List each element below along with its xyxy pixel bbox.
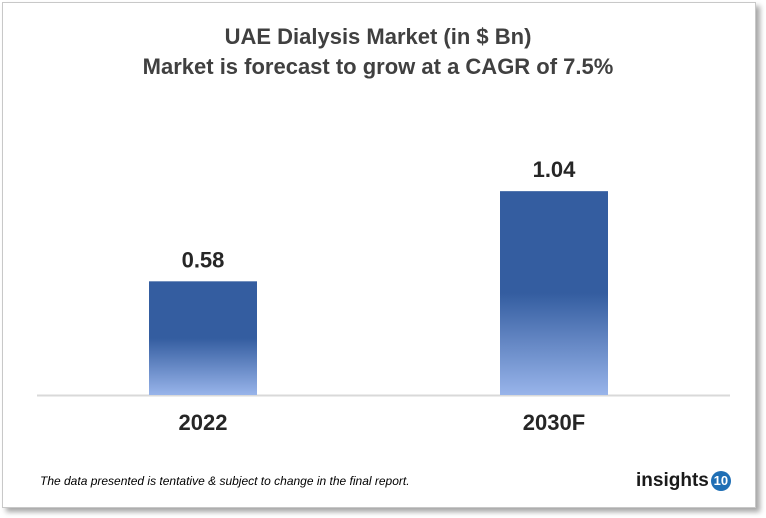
chart-subtitle: Market is forecast to grow at a CAGR of … xyxy=(142,54,614,79)
x-tick-label: 2022 xyxy=(179,410,228,435)
logo-text: insights xyxy=(636,470,709,491)
data-label: 1.04 xyxy=(533,157,577,182)
chart-title: UAE Dialysis Market (in $ Bn) xyxy=(224,24,532,49)
x-tick-label: 2030F xyxy=(523,410,585,435)
insights10-logo: insights 10 xyxy=(636,470,731,492)
bar-2022 xyxy=(149,281,257,395)
chart-frame xyxy=(2,2,756,508)
logo-badge: 10 xyxy=(710,471,731,491)
bar-2030F xyxy=(500,191,608,395)
data-label: 0.58 xyxy=(182,247,225,272)
footnote: The data presented is tentative & subjec… xyxy=(40,474,410,488)
